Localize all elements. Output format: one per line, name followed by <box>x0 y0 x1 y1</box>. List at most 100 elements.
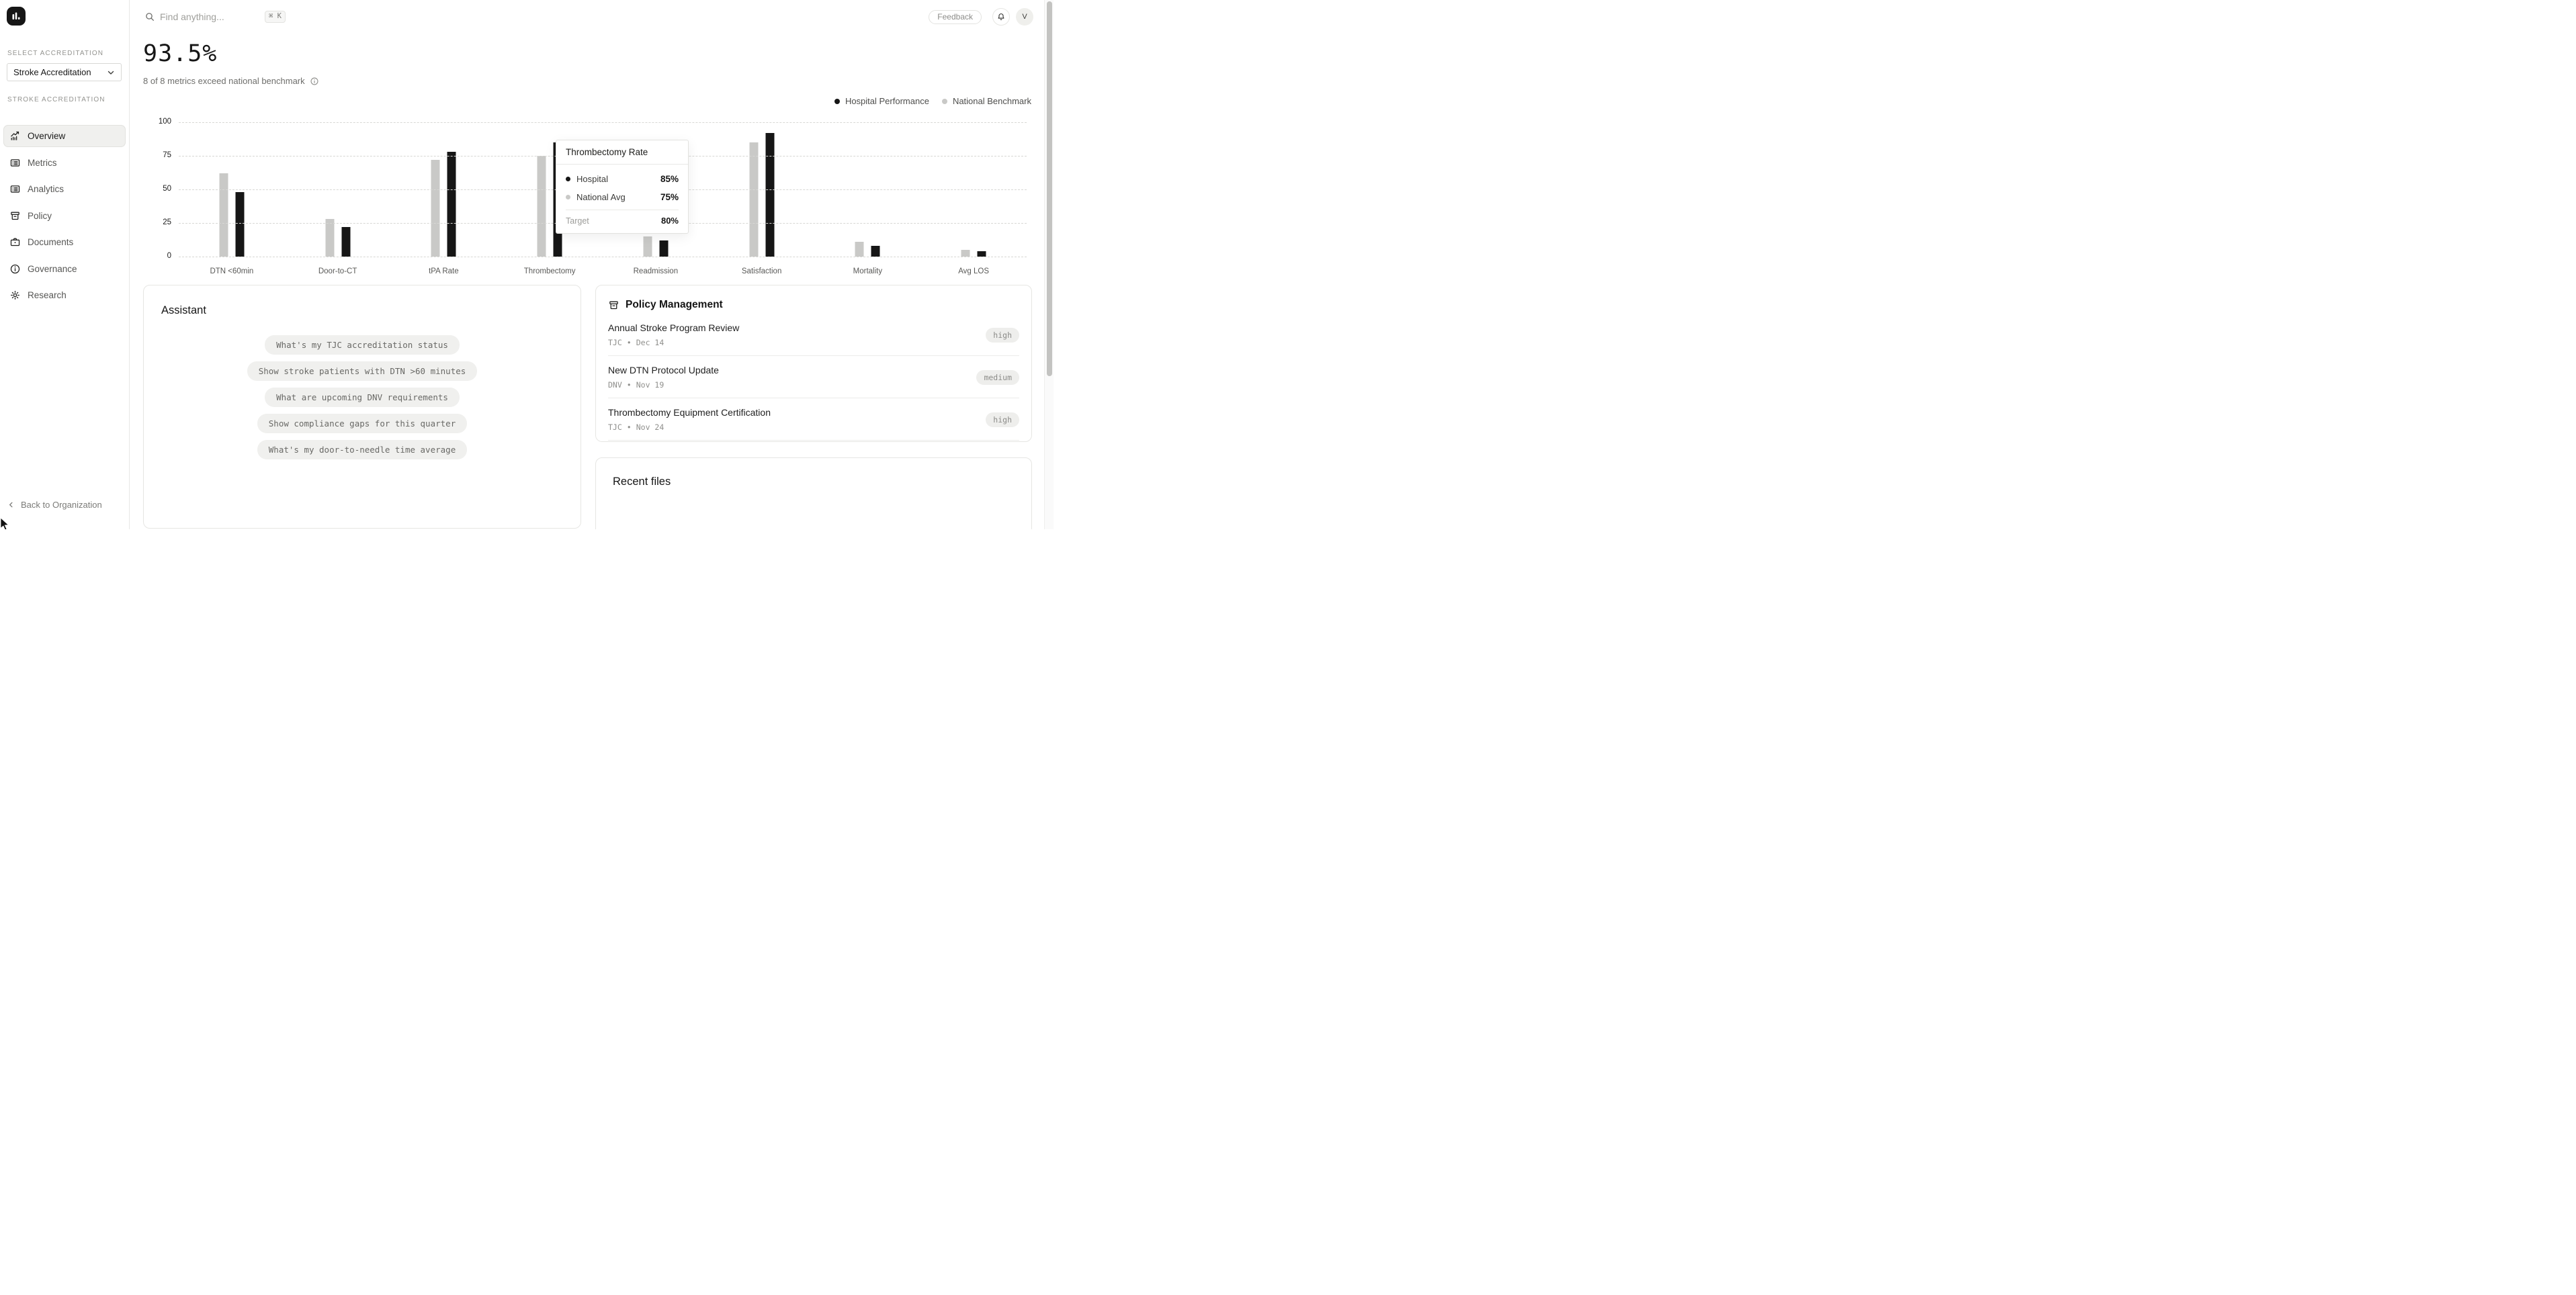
legend-dot-icon <box>941 98 947 104</box>
chart-tooltip: Thrombectomy Rate Hospital 85% National Av… <box>556 140 689 234</box>
chevron-down-icon <box>108 71 114 75</box>
national-bar[interactable] <box>855 242 864 257</box>
mouse-cursor <box>1 518 9 529</box>
overall-score-value: 93.5% <box>143 40 218 67</box>
legend-dot-icon <box>834 98 840 104</box>
accreditation-dropdown[interactable]: Stroke Accreditation <box>7 63 122 81</box>
chart-y-axis: 0 25 50 75 100 <box>143 118 171 260</box>
bar-group-readmission: Readmission <box>603 122 709 275</box>
y-axis-tick: 100 <box>158 118 171 126</box>
stroke-accreditation-section-label: STROKE ACCREDITATION <box>7 96 105 103</box>
hospital-bar[interactable] <box>977 251 986 257</box>
y-axis-tick: 50 <box>163 185 171 193</box>
search-input[interactable]: Find anything... <box>160 11 224 22</box>
policy-management-title: Policy Management <box>626 299 723 310</box>
priority-badge: high <box>986 412 1019 427</box>
meta-separator-dot: • <box>626 380 632 390</box>
search-icon <box>144 11 155 22</box>
archive-icon <box>9 210 21 222</box>
x-axis-label: Satisfaction <box>741 267 782 275</box>
notifications-button[interactable] <box>992 8 1010 26</box>
hospital-bar[interactable] <box>765 133 775 257</box>
gridline <box>179 122 1027 123</box>
priority-badge: high <box>986 327 1019 343</box>
national-bar[interactable] <box>749 142 759 257</box>
national-bar[interactable] <box>325 219 335 257</box>
hospital-bar[interactable] <box>447 152 456 257</box>
sidebar-item-label: Documents <box>28 237 74 247</box>
national-bar[interactable] <box>537 156 546 257</box>
national-bar[interactable] <box>643 236 652 257</box>
meta-separator-dot: • <box>626 338 632 347</box>
national-bar[interactable] <box>431 160 440 257</box>
tooltip-row: National Avg 75% <box>556 188 688 206</box>
tooltip-target-row: Target 80% <box>556 210 688 233</box>
assistant-suggestion-chip[interactable]: What's my TJC accreditation status <box>265 335 460 355</box>
score-subtitle-text: 8 of 8 metrics exceed national benchmark <box>143 76 305 86</box>
vertical-scrollbar[interactable] <box>1044 0 1054 529</box>
policy-item[interactable]: New DTN Protocol Update DNV • Nov 19 medium <box>608 356 1019 398</box>
bar-chart: DTN <60min Door-to-CT tPA Rate Thrombectomy… <box>179 122 1027 275</box>
hospital-bar[interactable] <box>341 227 351 257</box>
list-icon <box>9 157 21 169</box>
back-link-label: Back to Organization <box>21 500 102 510</box>
x-axis-label: Avg LOS <box>958 267 990 275</box>
policy-item-date: Nov 19 <box>636 380 664 390</box>
assistant-suggestion-chip[interactable]: Show compliance gaps for this quarter <box>257 414 468 433</box>
chart-trend-icon <box>9 130 21 142</box>
hospital-bar[interactable] <box>235 192 245 257</box>
tooltip-series-label: Hospital <box>576 174 608 184</box>
archive-icon <box>608 300 619 311</box>
sidebar-item-policy[interactable]: Policy <box>3 205 126 227</box>
hospital-bar[interactable] <box>871 246 880 257</box>
back-to-organization-link[interactable]: Back to Organization <box>7 500 102 510</box>
policy-item-meta: DNV • Nov 19 <box>608 380 976 390</box>
assistant-suggestion-chip[interactable]: What are upcoming DNV requirements <box>265 388 460 407</box>
app-logo[interactable] <box>7 7 26 26</box>
user-avatar[interactable]: V <box>1016 8 1033 26</box>
tooltip-series-dot-icon <box>566 195 570 199</box>
policy-item-title: Thrombectomy Equipment Certification <box>608 407 771 418</box>
sidebar-item-analytics[interactable]: Analytics <box>3 178 126 200</box>
sidebar-item-documents[interactable]: Documents <box>3 231 126 253</box>
policy-item[interactable]: Annual Stroke Program Review TJC • Dec 14 hi… <box>608 314 1019 356</box>
chevron-left-icon <box>9 502 13 508</box>
sidebar-item-label: Overview <box>28 131 66 141</box>
sidebar-item-label: Research <box>28 290 67 300</box>
tooltip-series-value: 75% <box>660 192 679 202</box>
policy-management-header: Policy Management <box>608 299 1019 311</box>
policy-item-title: New DTN Protocol Update <box>608 365 719 375</box>
bar-group-door-to-ct: Door-to-CT <box>285 122 391 275</box>
policy-management-panel: Policy Management Annual Stroke Program … <box>595 285 1032 442</box>
legend-label: Hospital Performance <box>845 96 929 106</box>
sidebar-item-metrics[interactable]: Metrics <box>3 152 126 174</box>
x-axis-label: Door-to-CT <box>318 267 357 275</box>
x-axis-label: Mortality <box>853 267 883 275</box>
y-axis-tick: 0 <box>167 252 171 260</box>
x-axis-label: Readmission <box>633 267 679 275</box>
national-bar[interactable] <box>961 250 970 257</box>
sidebar: SELECT ACCREDITATION Stroke Accreditatio… <box>0 0 130 529</box>
sidebar-item-governance[interactable]: Governance <box>3 258 126 280</box>
hospital-bar[interactable] <box>659 240 669 257</box>
x-axis-label: Thrombectomy <box>523 267 576 275</box>
sidebar-nav: Overview Metrics Analytics Policy Documents G… <box>3 125 126 306</box>
policy-item-source: DNV <box>608 380 622 390</box>
feedback-button[interactable]: Feedback <box>929 9 982 24</box>
sidebar-item-overview[interactable]: Overview <box>3 125 126 147</box>
topbar-actions: Feedback V <box>929 0 1033 34</box>
info-icon[interactable] <box>310 77 319 86</box>
bar-group-avg-los: Avg LOS <box>920 122 1027 275</box>
sidebar-item-research[interactable]: Research <box>3 284 126 306</box>
assistant-suggestion-chip[interactable]: Show stroke patients with DTN >60 minute… <box>247 361 478 381</box>
app-root: SELECT ACCREDITATION Stroke Accreditatio… <box>0 0 1054 529</box>
bar-group-satisfaction: Satisfaction <box>709 122 815 275</box>
bell-icon <box>998 13 1004 20</box>
search-shortcut-kbd: ⌘ K <box>265 11 286 23</box>
assistant-suggestion-chip[interactable]: What's my door-to-needle time average <box>257 440 468 459</box>
scrollbar-thumb[interactable] <box>1047 1 1052 376</box>
policy-item[interactable]: Thrombectomy Equipment Certification TJC •… <box>608 398 1019 441</box>
priority-badge: medium <box>976 369 1019 385</box>
national-bar[interactable] <box>219 173 228 257</box>
topbar: Find anything... ⌘ K Feedback V <box>130 0 1054 34</box>
